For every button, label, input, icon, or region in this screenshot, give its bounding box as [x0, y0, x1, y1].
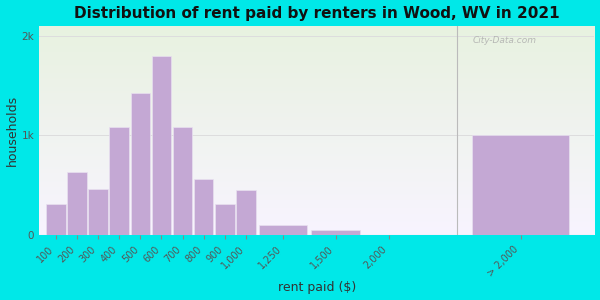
- Text: City-Data.com: City-Data.com: [472, 36, 536, 45]
- Y-axis label: households: households: [5, 95, 19, 166]
- Bar: [215, 204, 235, 235]
- Bar: [131, 93, 150, 235]
- Bar: [236, 190, 256, 235]
- Bar: [311, 230, 360, 235]
- Bar: [67, 172, 86, 235]
- Bar: [194, 179, 214, 235]
- Bar: [109, 128, 129, 235]
- Bar: [173, 128, 192, 235]
- Bar: [152, 56, 171, 235]
- Bar: [259, 225, 307, 235]
- Bar: [88, 189, 108, 235]
- X-axis label: rent paid ($): rent paid ($): [278, 281, 356, 294]
- Bar: [472, 135, 569, 235]
- Title: Distribution of rent paid by renters in Wood, WV in 2021: Distribution of rent paid by renters in …: [74, 6, 560, 21]
- Bar: [46, 204, 65, 235]
